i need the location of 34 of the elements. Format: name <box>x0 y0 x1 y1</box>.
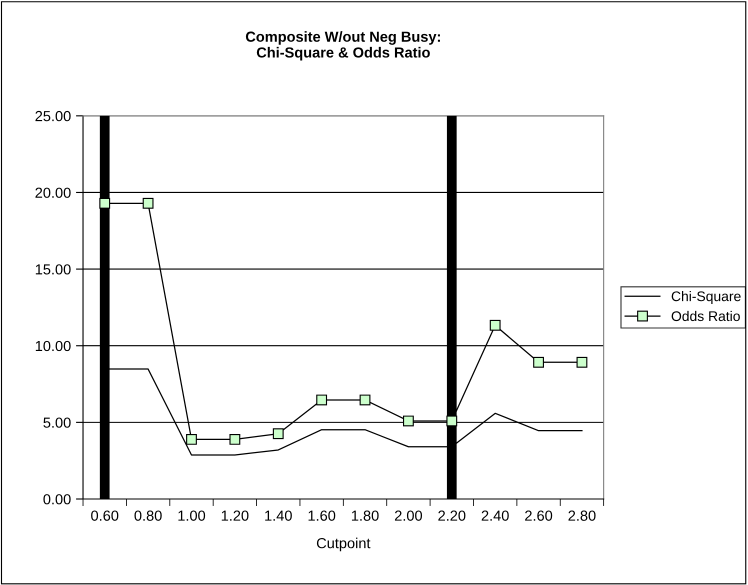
x-tick-label: 2.60 <box>525 510 552 521</box>
point <box>316 394 328 406</box>
point <box>272 428 284 440</box>
y-tick-label: 25.00 <box>35 110 71 122</box>
y-tick-label: 0.00 <box>43 494 71 504</box>
y-tick-label: 15.00 <box>36 264 71 275</box>
x-tick-label: 0.60 <box>91 510 118 521</box>
x-tick-label: 1.20 <box>222 510 248 521</box>
point <box>360 394 370 406</box>
x-axis-title: Cutpoint <box>316 538 370 552</box>
point <box>446 416 458 426</box>
point <box>533 356 544 368</box>
y-tick-label: 20.00 <box>35 188 71 198</box>
y-tick-label: 10.00 <box>36 340 71 352</box>
chart-title: Composite W/out Neg Busy: Chi-Square & Odds Ratio <box>246 31 440 61</box>
legend-label: Chi-Square <box>672 291 741 304</box>
point <box>229 434 240 445</box>
point <box>576 356 588 368</box>
point <box>490 320 501 331</box>
x-tick-label: 2.00 <box>394 510 422 521</box>
x-tick-label: 2.40 <box>482 510 509 521</box>
point <box>402 416 414 426</box>
x-tick-label: 1.80 <box>352 510 379 521</box>
x-tick-label: 1.60 <box>308 510 336 521</box>
x-tick-label: 2.80 <box>568 510 596 521</box>
x-tick-label: 1.00 <box>178 510 206 521</box>
point <box>186 434 197 445</box>
x-tick-label: 1.40 <box>265 510 292 521</box>
point <box>99 198 110 209</box>
legend-label: Odds Ratio <box>672 310 740 322</box>
x-tick-label: 0.80 <box>134 510 162 521</box>
x-tick-label: 2.20 <box>438 510 466 521</box>
y-tick-label: 5.00 <box>43 417 71 428</box>
point <box>142 198 154 209</box>
